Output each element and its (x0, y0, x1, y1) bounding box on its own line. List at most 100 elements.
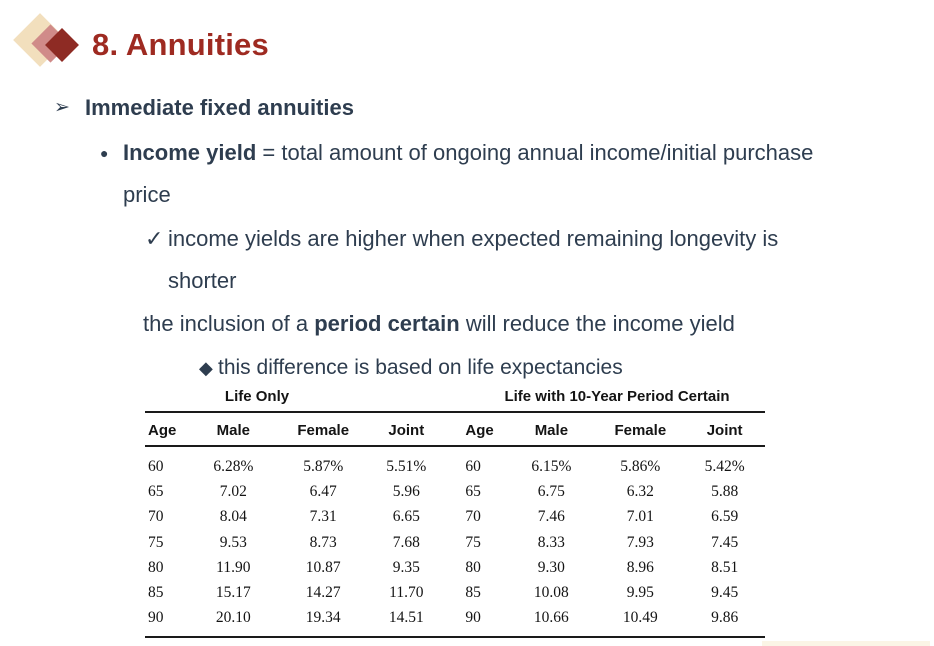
table-cell: 14.27 (305, 584, 341, 602)
bullet-line-check: ✓ income yields are higher when expected… (0, 225, 934, 253)
bottom-accent-bar (762, 641, 930, 646)
column-header: Joint (388, 422, 425, 439)
table-cell: 6.75 (537, 482, 565, 500)
table-cell: 85 (465, 584, 481, 602)
table-cell: 6.59 (711, 508, 739, 526)
check-bullet-icon: ✓ (145, 226, 164, 251)
table-cell: 6.32 (626, 482, 654, 500)
column-header: Male (534, 422, 569, 439)
bullet-line-price: price (0, 181, 934, 209)
table-cell: 10.66 (533, 609, 569, 627)
table-cell: 9.86 (711, 609, 739, 627)
table-cell: 6.15% (531, 457, 572, 475)
income-yields-higher-text: income yields are higher when expected r… (168, 226, 779, 251)
table-cell: 75 (465, 533, 481, 551)
bullet-line-difference: ◆ this difference is based on life expec… (0, 354, 934, 382)
income-yield-term: Income yield (123, 140, 257, 165)
table-rule-mid (145, 445, 765, 447)
table-cell: 5.51% (386, 457, 427, 475)
inclusion-pre: the inclusion of a (143, 311, 315, 336)
table-cell: 7.31 (309, 508, 337, 526)
table-cell: 8.73 (309, 533, 337, 551)
bullet-line-inclusion: the inclusion of a period certain will r… (0, 310, 934, 338)
table-cell: 11.70 (389, 584, 424, 602)
table-cell: 5.42% (704, 457, 745, 475)
table-row: 80 11.90 10.87 9.35 80 9.30 8.96 8.51 (145, 555, 765, 580)
period-certain-term: period certain (314, 311, 460, 336)
price-text: price (123, 182, 171, 207)
table-cell: 11.90 (216, 558, 251, 576)
table-rule-bottom (145, 636, 765, 638)
group-header-life-only: Life Only (224, 388, 290, 405)
table-cell: 8.51 (711, 558, 739, 576)
column-header: Age (148, 422, 177, 439)
page-title: 8. Annuities (92, 27, 269, 62)
table-row: 90 20.10 19.34 14.51 90 10.66 10.49 9.86 (145, 606, 765, 631)
table-row: 60 6.28% 5.87% 5.51% 60 6.15% 5.86% 5.42% (145, 454, 765, 479)
income-yield-text: Income yield = total amount of ongoing a… (123, 139, 813, 167)
table-row: 75 9.53 8.73 7.68 75 8.33 7.93 7.45 (145, 530, 765, 555)
table-cell: 5.96 (392, 482, 420, 500)
table-cell: 6.28% (213, 457, 254, 475)
table-cell: 6.47 (309, 482, 337, 500)
inclusion-post: will reduce the income yield (459, 311, 735, 336)
bullet-line-immediate: ➢ Immediate fixed annuities (0, 94, 934, 122)
table-cell: 15.17 (215, 584, 251, 602)
table-cell: 70 (465, 508, 481, 526)
table-cell: 9.30 (537, 558, 565, 576)
column-header: Male (216, 422, 251, 439)
table-cell: 7.68 (392, 533, 420, 551)
table-row: 70 8.04 7.31 6.65 70 7.46 7.01 6.59 (145, 505, 765, 530)
dot-bullet-icon: ● (100, 145, 109, 161)
inclusion-text: the inclusion of a period certain will r… (143, 310, 735, 338)
table-cell: 10.87 (305, 558, 341, 576)
table-cell: 14.51 (388, 609, 424, 627)
table-cell: 5.88 (711, 482, 739, 500)
table-cell: 7.93 (626, 533, 654, 551)
table-cell: 6.65 (392, 508, 420, 526)
table-cell: 8.04 (219, 508, 247, 526)
table-cell: 9.95 (626, 584, 654, 602)
table-body: 60 6.28% 5.87% 5.51% 60 6.15% 5.86% 5.42% 65 7.02… (145, 454, 765, 631)
table-cell: 7.45 (711, 533, 739, 551)
bullet-line-shorter: shorter (0, 267, 934, 295)
bullet-line-income-yield: ● Income yield = total amount of ongoing… (0, 139, 934, 167)
table-cell: 5.86% (620, 457, 661, 475)
arrow-bullet-icon: ➢ (54, 97, 70, 118)
table-cell: 9.35 (392, 558, 420, 576)
table-cell: 75 (148, 533, 164, 551)
table-cell: 8.96 (626, 558, 654, 576)
table-cell: 7.46 (537, 508, 565, 526)
immediate-fixed-annuities-text: Immediate fixed annuities (85, 95, 354, 120)
table-cell: 80 (465, 558, 481, 576)
table-cell: 7.02 (219, 482, 247, 500)
diamond-bullet-icon: ◆ (199, 358, 213, 378)
table-row: 85 15.17 14.27 11.70 85 10.08 9.95 9.45 (145, 580, 765, 605)
table-cell: 19.34 (305, 609, 341, 627)
table-cell: 10.08 (533, 584, 569, 602)
table-cell: 8.33 (537, 533, 565, 551)
table-cell: 5.87% (303, 457, 344, 475)
table-cell: 90 (148, 609, 164, 627)
column-header: Female (297, 422, 350, 439)
table-cell: 10.49 (622, 609, 658, 627)
annuity-yield-table: Life Only Life with 10-Year Period Certa… (145, 386, 765, 642)
table-cell: 70 (148, 508, 164, 526)
table-cell: 9.53 (219, 533, 247, 551)
table-cell: 60 (148, 457, 164, 475)
table-cell: 20.10 (215, 609, 251, 627)
table-cell: 60 (465, 457, 481, 475)
column-header: Joint (706, 422, 743, 439)
table-cell: 90 (465, 609, 481, 627)
table-cell: 65 (465, 482, 481, 500)
difference-text: this difference is based on life expecta… (218, 356, 623, 379)
table-rule-top (145, 411, 765, 413)
table-cell: 85 (148, 584, 164, 602)
column-header: Female (614, 422, 667, 439)
table-cell: 65 (148, 482, 164, 500)
table-cell: 7.01 (626, 508, 654, 526)
shorter-text: shorter (168, 268, 237, 293)
table-cell: 80 (148, 558, 164, 576)
column-header: Age (465, 422, 494, 439)
